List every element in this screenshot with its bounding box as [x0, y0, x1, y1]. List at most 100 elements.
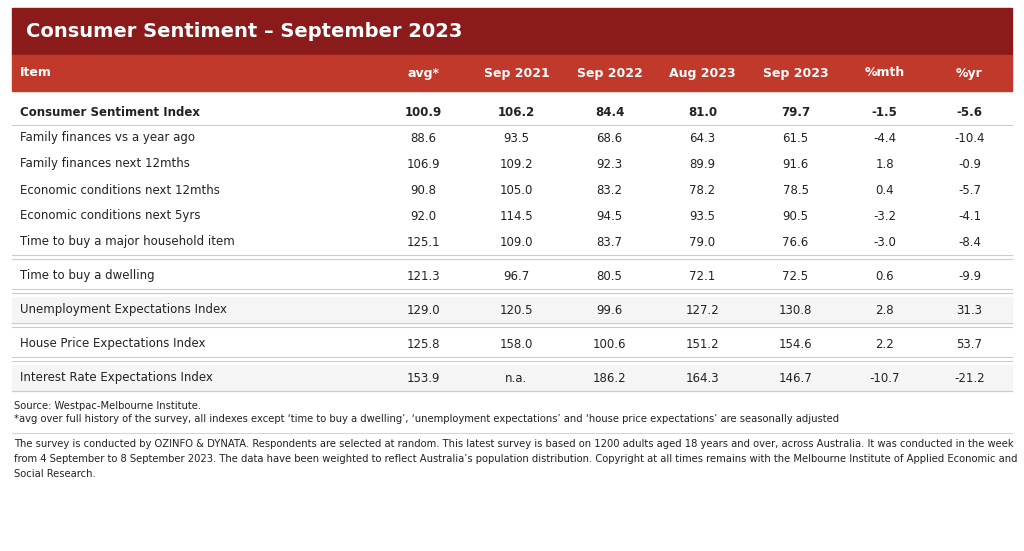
Bar — [12, 99, 1012, 125]
Text: 114.5: 114.5 — [500, 209, 534, 223]
Text: 127.2: 127.2 — [686, 304, 720, 316]
Text: -9.9: -9.9 — [957, 269, 981, 283]
Text: 90.8: 90.8 — [411, 183, 436, 197]
Bar — [12, 331, 1012, 357]
Bar — [12, 177, 1012, 203]
Text: -0.9: -0.9 — [958, 158, 981, 170]
Text: Consumer Sentiment – September 2023: Consumer Sentiment – September 2023 — [26, 22, 463, 41]
Text: 64.3: 64.3 — [689, 132, 716, 144]
Text: 80.5: 80.5 — [597, 269, 623, 283]
Bar — [12, 263, 1012, 289]
Text: %mth: %mth — [864, 67, 904, 79]
Text: 0.4: 0.4 — [876, 183, 894, 197]
Text: 100.6: 100.6 — [593, 338, 627, 350]
Text: 106.2: 106.2 — [498, 105, 536, 118]
Text: 154.6: 154.6 — [778, 338, 812, 350]
Text: 153.9: 153.9 — [407, 371, 440, 385]
Text: Economic conditions next 12mths: Economic conditions next 12mths — [20, 183, 220, 197]
Text: 2.2: 2.2 — [876, 338, 894, 350]
Text: 92.3: 92.3 — [596, 158, 623, 170]
Text: 1.8: 1.8 — [876, 158, 894, 170]
Bar — [12, 8, 1012, 55]
Text: 146.7: 146.7 — [778, 371, 812, 385]
Text: 96.7: 96.7 — [504, 269, 529, 283]
Text: Family finances next 12mths: Family finances next 12mths — [20, 158, 189, 170]
Text: Sep 2021: Sep 2021 — [483, 67, 549, 79]
Text: 83.7: 83.7 — [597, 235, 623, 249]
Text: 186.2: 186.2 — [593, 371, 627, 385]
Text: -4.4: -4.4 — [872, 132, 896, 144]
Text: 79.0: 79.0 — [689, 235, 716, 249]
Bar — [12, 229, 1012, 255]
Text: 164.3: 164.3 — [686, 371, 719, 385]
Text: 94.5: 94.5 — [596, 209, 623, 223]
Bar — [12, 125, 1012, 151]
Text: 125.8: 125.8 — [407, 338, 440, 350]
Text: avg*: avg* — [408, 67, 439, 79]
Text: Aug 2023: Aug 2023 — [670, 67, 736, 79]
Text: 88.6: 88.6 — [411, 132, 436, 144]
Text: 109.0: 109.0 — [500, 235, 534, 249]
Bar — [12, 365, 1012, 391]
Text: 130.8: 130.8 — [779, 304, 812, 316]
Text: 78.5: 78.5 — [782, 183, 809, 197]
Text: -21.2: -21.2 — [954, 371, 985, 385]
Text: -3.0: -3.0 — [873, 235, 896, 249]
Text: 125.1: 125.1 — [407, 235, 440, 249]
Text: House Price Expectations Index: House Price Expectations Index — [20, 338, 206, 350]
Text: Item: Item — [20, 67, 52, 79]
Text: 93.5: 93.5 — [504, 132, 529, 144]
Bar — [12, 151, 1012, 177]
Text: Consumer Sentiment Index: Consumer Sentiment Index — [20, 105, 200, 118]
Text: -10.7: -10.7 — [869, 371, 900, 385]
Text: 99.6: 99.6 — [596, 304, 623, 316]
Text: -4.1: -4.1 — [957, 209, 981, 223]
Text: Sep 2023: Sep 2023 — [763, 67, 828, 79]
Text: 109.2: 109.2 — [500, 158, 534, 170]
Text: 106.9: 106.9 — [407, 158, 440, 170]
Text: n.a.: n.a. — [506, 371, 527, 385]
Text: Unemployment Expectations Index: Unemployment Expectations Index — [20, 304, 227, 316]
Text: Source: Westpac-Melbourne Institute.: Source: Westpac-Melbourne Institute. — [14, 401, 201, 411]
Text: 72.5: 72.5 — [782, 269, 809, 283]
Bar — [12, 203, 1012, 229]
Text: *avg over full history of the survey, all indexes except ‘time to buy a dwelling: *avg over full history of the survey, al… — [14, 414, 839, 424]
Text: 84.4: 84.4 — [595, 105, 625, 118]
Text: 90.5: 90.5 — [782, 209, 809, 223]
Text: 81.0: 81.0 — [688, 105, 717, 118]
Text: Time to buy a dwelling: Time to buy a dwelling — [20, 269, 155, 283]
Text: 72.1: 72.1 — [689, 269, 716, 283]
Text: 2.8: 2.8 — [876, 304, 894, 316]
Text: 31.3: 31.3 — [956, 304, 982, 316]
Text: 68.6: 68.6 — [596, 132, 623, 144]
Text: 91.6: 91.6 — [782, 158, 809, 170]
Text: Sep 2022: Sep 2022 — [577, 67, 642, 79]
Text: -5.7: -5.7 — [958, 183, 981, 197]
Text: 105.0: 105.0 — [500, 183, 534, 197]
Text: -8.4: -8.4 — [958, 235, 981, 249]
Text: 89.9: 89.9 — [689, 158, 716, 170]
Text: 129.0: 129.0 — [407, 304, 440, 316]
Text: Economic conditions next 5yrs: Economic conditions next 5yrs — [20, 209, 201, 223]
Text: 120.5: 120.5 — [500, 304, 534, 316]
Text: 151.2: 151.2 — [686, 338, 719, 350]
Text: 79.7: 79.7 — [781, 105, 810, 118]
Bar — [12, 55, 1012, 91]
Text: 61.5: 61.5 — [782, 132, 809, 144]
Text: 53.7: 53.7 — [956, 338, 982, 350]
Text: -5.6: -5.6 — [956, 105, 982, 118]
Text: Time to buy a major household item: Time to buy a major household item — [20, 235, 234, 249]
Text: Interest Rate Expectations Index: Interest Rate Expectations Index — [20, 371, 213, 385]
Text: 0.6: 0.6 — [876, 269, 894, 283]
Text: Family finances vs a year ago: Family finances vs a year ago — [20, 132, 195, 144]
Bar — [12, 297, 1012, 323]
Text: 78.2: 78.2 — [689, 183, 716, 197]
Text: 158.0: 158.0 — [500, 338, 534, 350]
Text: 83.2: 83.2 — [597, 183, 623, 197]
Text: The survey is conducted by OZINFO & DYNATA. Respondents are selected at random. : The survey is conducted by OZINFO & DYNA… — [14, 439, 1018, 479]
Text: 121.3: 121.3 — [407, 269, 440, 283]
Text: -10.4: -10.4 — [954, 132, 985, 144]
Text: 92.0: 92.0 — [411, 209, 436, 223]
Text: 100.9: 100.9 — [404, 105, 442, 118]
Text: -1.5: -1.5 — [871, 105, 897, 118]
